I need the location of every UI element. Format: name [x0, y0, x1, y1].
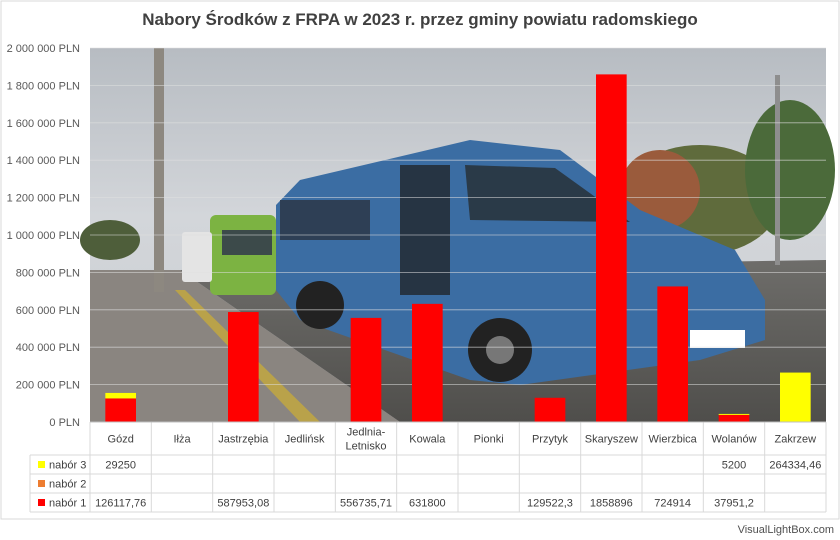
bars: [105, 74, 811, 422]
data-label: 1858896: [590, 498, 633, 510]
y-tick-label: 600 000 PLN: [16, 305, 80, 317]
category-label: Wolanów: [711, 434, 756, 446]
bar-nabór-3-12: [780, 372, 811, 422]
bar-nabór-3-1: [105, 392, 136, 399]
y-tick-label: 1 400 000 PLN: [7, 155, 80, 167]
data-label: 631800: [409, 498, 446, 510]
data-label: 556735,71: [340, 498, 392, 510]
legend-label: nabór 3: [49, 460, 86, 472]
bar-nabór-1-11: [718, 414, 750, 422]
legend-swatch: [38, 461, 45, 468]
chart-border: [0, 0, 840, 520]
watermark: VisualLightBox.com: [737, 524, 834, 536]
data-table: Gózd Iłża Jastrzębia Jedlińsk Jedlnia- Letnis…: [0, 0, 840, 520]
category-label: Skaryszew: [585, 434, 638, 446]
data-label: 129522,3: [527, 498, 573, 510]
category-label: Iłża: [173, 434, 191, 446]
data-label: 126117,76: [95, 498, 146, 510]
data-label: 724914: [654, 498, 691, 510]
category-label: Przytyk: [532, 434, 569, 446]
y-tick-label: 2 000 000 PLN: [7, 43, 80, 55]
data-label: 5200: [722, 460, 746, 472]
category-label: Jastrzębia: [218, 434, 269, 446]
category-label: Jedlińsk: [285, 434, 325, 446]
bar-nabór-1-9: [596, 74, 627, 422]
bar-nabór-1-10: [657, 286, 688, 422]
y-tick-label: 0 PLN: [49, 417, 80, 429]
category-label: Jedlnia-: [347, 427, 386, 439]
bar-nabór-1-5: [350, 317, 382, 422]
category-label: Wierzbica: [649, 434, 698, 446]
legend-label: nabór 1: [49, 498, 86, 510]
category-label: Gózd: [108, 434, 134, 446]
y-tick-label: 1 600 000 PLN: [7, 118, 80, 130]
y-tick-label: 800 000 PLN: [16, 267, 80, 279]
data-label: 264334,46: [769, 460, 821, 472]
y-tick-label: 1 200 000 PLN: [7, 193, 80, 205]
y-tick-label: 200 000 PLN: [16, 380, 80, 392]
chart-title: Nabory Środków z FRPA w 2023 r. przez gm…: [142, 10, 698, 29]
bar-nabór-1-1: [105, 398, 136, 422]
legend-swatch: [38, 499, 45, 506]
bar-nabór-1-8: [534, 397, 566, 422]
bar-nabór-3-11: [718, 413, 750, 415]
data-label: 587953,08: [217, 498, 269, 510]
bar-nabór-1-6: [412, 303, 443, 422]
data-label: 37951,2: [714, 498, 754, 510]
category-label: Kowala: [409, 434, 446, 446]
legend-swatch: [38, 480, 45, 487]
category-label: Letnisko: [346, 441, 387, 453]
legend-label: nabór 2: [49, 479, 86, 491]
category-label: Zakrzew: [775, 434, 817, 446]
y-tick-label: 400 000 PLN: [16, 342, 80, 354]
y-tick-label: 1 000 000 PLN: [7, 230, 80, 242]
category-label: Pionki: [474, 434, 504, 446]
y-axis-ticks: 0 PLN 200 000 PLN 400 000 PLN 600 000 PLN 80…: [7, 43, 80, 429]
y-tick-label: 1 800 000 PLN: [7, 80, 80, 92]
data-label: 29250: [105, 460, 136, 472]
bar-nabór-1-3: [228, 312, 259, 422]
